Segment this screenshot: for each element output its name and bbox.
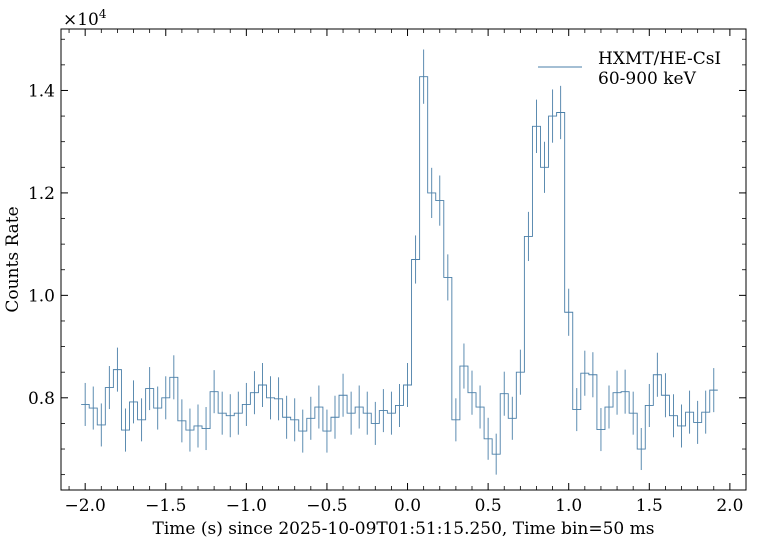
y-axis-title: Counts Rate — [3, 206, 23, 312]
plot-frame — [60, 28, 747, 491]
y-tick-label: 0.8 — [28, 389, 55, 409]
axis-ticks — [61, 29, 747, 490]
x-tick-label: 0.0 — [394, 496, 421, 516]
axis-tick-labels: −2.0 −1.5 −1.0 −0.5 0.0 0.5 1.0 1.5 2.0 0.8 1.0 1.2… — [28, 81, 743, 516]
x-tick-label: 0.5 — [475, 496, 502, 516]
x-tick-label: 1.0 — [555, 496, 582, 516]
y-axis-multiplier: ×104 — [63, 7, 107, 30]
y-tick-label: 1.2 — [28, 184, 55, 204]
legend: HXMT/HE-CsI 60-900 keV — [538, 49, 721, 89]
x-axis-title: Time (s) since 2025-10-09T01:51:15.250, … — [153, 519, 655, 539]
x-tick-label: 1.5 — [636, 496, 663, 516]
plot-area — [81, 49, 718, 475]
y-tick-label: 1.0 — [28, 286, 55, 306]
x-tick-label: 2.0 — [716, 496, 743, 516]
y-multiplier-exponent: 4 — [99, 7, 107, 21]
y-tick-label: 1.4 — [28, 81, 55, 101]
x-tick-label: −0.5 — [306, 496, 347, 516]
y-multiplier-base: ×10 — [63, 10, 99, 30]
x-tick-label: −1.0 — [226, 496, 267, 516]
x-tick-label: −1.5 — [145, 496, 186, 516]
legend-entry-line1: HXMT/HE-CsI — [598, 49, 721, 69]
legend-entry-line2: 60-900 keV — [598, 69, 697, 89]
x-tick-label: −2.0 — [65, 496, 106, 516]
